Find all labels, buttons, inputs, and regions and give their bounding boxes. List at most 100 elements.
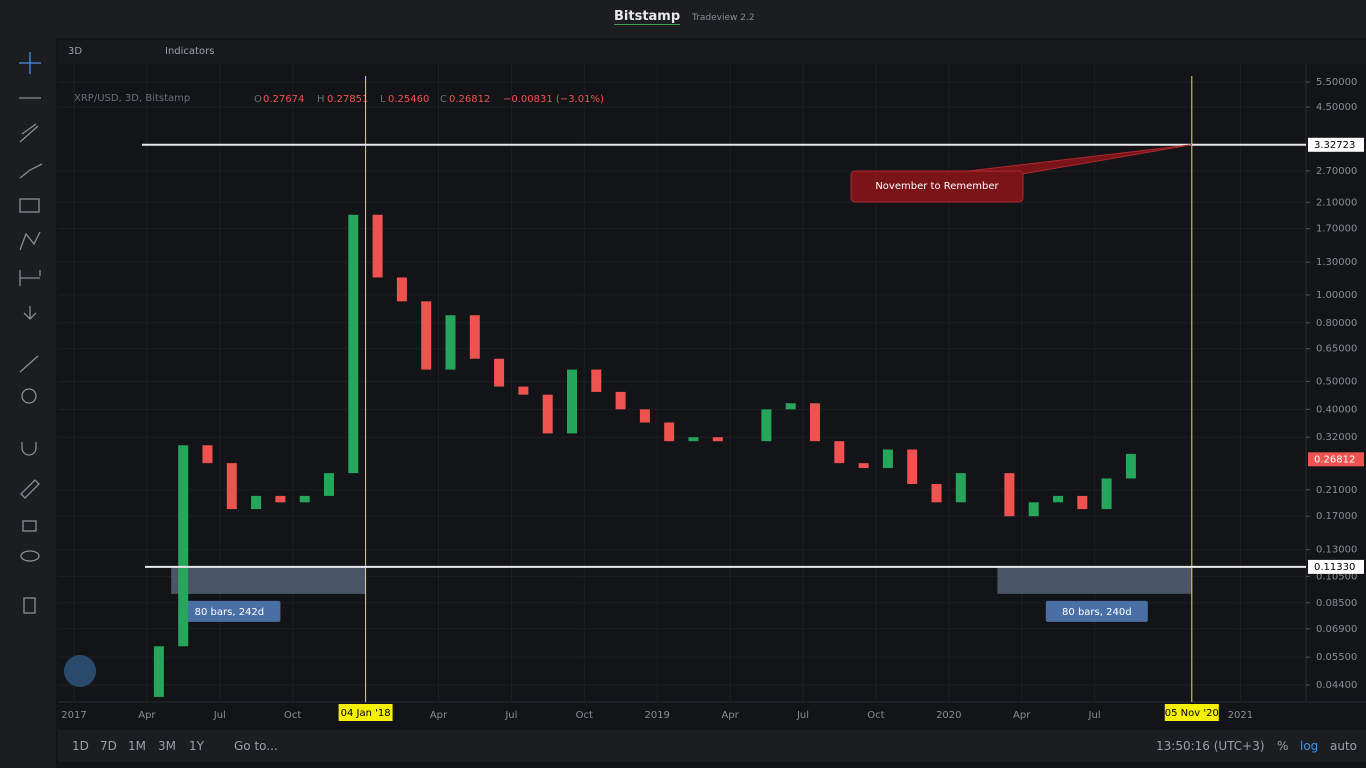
x-tick-label: Oct (576, 710, 593, 721)
x-tick-label: 2020 (936, 710, 961, 721)
candle (907, 449, 918, 485)
y-tick-label: 0.05500 (1316, 652, 1357, 663)
x-tick-label: Apr (721, 710, 739, 721)
y-tick-label: 0.06900 (1316, 624, 1357, 635)
ohlc-legend: O 0.27674 H 0.27851 L 0.25460 C 0.26812 … (254, 94, 604, 105)
last-price-bg (1308, 452, 1364, 467)
lock-draw-tool[interactable] (20, 479, 40, 499)
arrow-tool[interactable] (23, 306, 37, 320)
candle (858, 463, 869, 469)
range-box (997, 566, 1192, 594)
y-tick-label: 0.08500 (1316, 598, 1357, 609)
trash-tool[interactable] (23, 597, 36, 614)
x-tick-label: Oct (867, 710, 884, 721)
candle (348, 214, 359, 474)
y-tick-label: 0.50000 (1316, 376, 1357, 387)
vline-label-bg (1164, 704, 1219, 721)
candle (834, 441, 845, 464)
y-tick-label: 1.00000 (1316, 290, 1357, 301)
candle (275, 495, 286, 503)
candle (372, 214, 383, 278)
clock: 13:50:16 (UTC+3) (1156, 739, 1265, 753)
candle (251, 495, 262, 510)
h-label: H (317, 94, 325, 105)
candle (396, 277, 407, 302)
auto-toggle[interactable]: auto (1330, 739, 1358, 753)
candle (469, 315, 480, 359)
chart-bg (58, 38, 1366, 730)
interval-button[interactable]: 3D (68, 46, 82, 57)
measure-tool[interactable] (19, 270, 41, 286)
vline-label: 05 Nov '20 (1165, 708, 1219, 719)
log-toggle[interactable]: log (1300, 739, 1319, 753)
change: −0.00831 (−3.01%) (503, 94, 604, 105)
ruler-tool[interactable] (19, 355, 39, 373)
x-tick-label: Oct (284, 710, 301, 721)
pattern-tool[interactable] (19, 231, 41, 251)
period-button[interactable]: 1Y (189, 739, 204, 753)
candle (421, 301, 432, 370)
brush-tool[interactable] (19, 163, 43, 179)
annotation: November to Remember (875, 181, 999, 192)
candle (1028, 502, 1039, 517)
period-button[interactable]: 1D (72, 739, 89, 753)
indicators-button[interactable]: Indicators (165, 46, 214, 57)
y-tick-label: 0.04400 (1316, 680, 1357, 691)
goto-button[interactable]: Go to... (234, 739, 278, 753)
x-tick-label: Apr (138, 710, 156, 721)
candle (1101, 478, 1112, 510)
vline-label: 04 Jan '18 (341, 708, 391, 719)
candle (785, 403, 796, 410)
open: 0.27674 (263, 94, 304, 105)
visibility-tool[interactable] (20, 550, 40, 562)
range-label: 80 bars, 242d (195, 607, 265, 618)
range-label-bg (178, 600, 281, 622)
high: 0.27851 (327, 94, 368, 105)
logo-badge[interactable] (64, 655, 96, 687)
candle (1004, 473, 1015, 517)
period-button[interactable]: 7D (100, 739, 117, 753)
y-tick-label: 0.13000 (1316, 545, 1357, 556)
hline-label: 0.11330 (1314, 562, 1355, 573)
brand[interactable]: Bitstamp (614, 9, 681, 25)
candle (567, 369, 577, 434)
symbol[interactable]: XRP/USD, 3D, Bitstamp (74, 93, 190, 104)
candle (445, 315, 456, 370)
lock-tool[interactable] (22, 520, 37, 532)
y-tick-label: 0.80000 (1316, 318, 1357, 329)
close: 0.26812 (449, 94, 490, 105)
period-button[interactable]: 1M (128, 739, 146, 753)
x-tick-label: 2019 (644, 710, 669, 721)
candle (688, 437, 699, 442)
zoom-tool[interactable] (21, 388, 37, 404)
candle (955, 473, 966, 503)
x-tick-label: Apr (1013, 710, 1031, 721)
l-label: L (380, 94, 386, 105)
trend-tool[interactable] (19, 123, 39, 143)
low: 0.25460 (388, 94, 429, 105)
period-button[interactable]: 3M (158, 739, 176, 753)
crosshair-tool[interactable] (19, 52, 41, 74)
y-tick-label: 1.70000 (1316, 224, 1357, 235)
bottom-bar: 1D 7D 1M 3M 1Y Go to... 13:50:16 (UTC+3)… (58, 730, 1366, 762)
x-tick-label: Jul (1088, 710, 1101, 721)
version: Tradeview 2.2 (692, 13, 755, 23)
chart-toolbar (58, 40, 1366, 64)
comment-tool[interactable] (19, 198, 40, 213)
x-tick-label: 2021 (1228, 710, 1253, 721)
candle (1053, 495, 1063, 503)
x-tick-label: Jul (213, 710, 226, 721)
x-tick-label: Jul (796, 710, 809, 721)
candle (518, 386, 529, 395)
y-tick-label: 4.50000 (1316, 102, 1357, 113)
magnet-tool[interactable] (21, 442, 37, 456)
top-bar: Bitstamp Tradeview 2.2 (0, 0, 1366, 38)
candle (324, 473, 334, 496)
candle (226, 463, 237, 510)
candle (615, 391, 626, 410)
y-tick-label: 0.32000 (1316, 432, 1357, 443)
y-tick-label: 2.70000 (1316, 166, 1357, 177)
percent-toggle[interactable]: % (1277, 739, 1289, 753)
